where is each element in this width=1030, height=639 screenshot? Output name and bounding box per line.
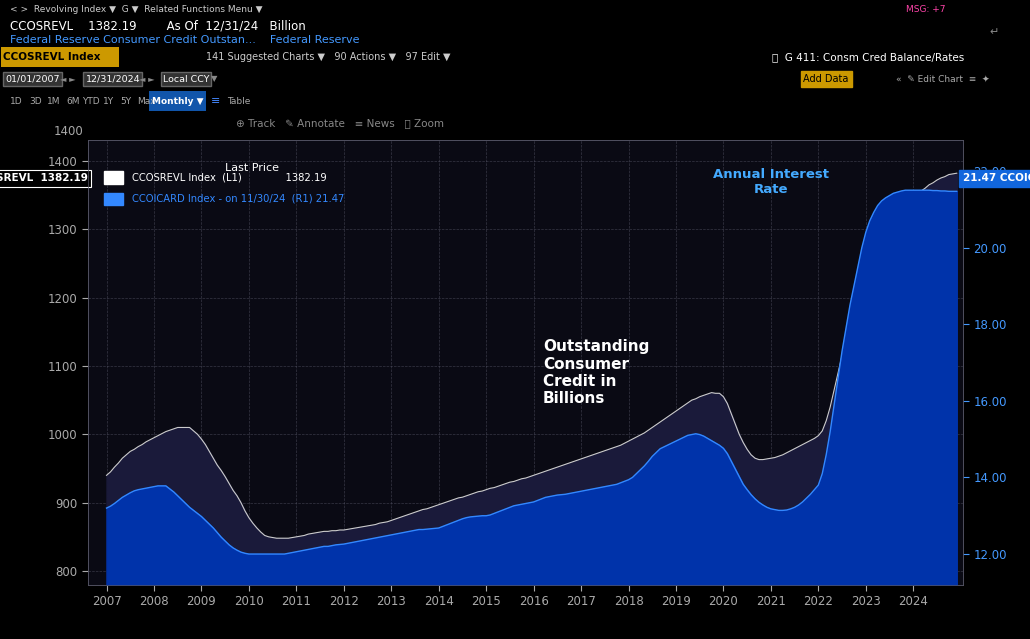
Text: 5Y: 5Y (121, 96, 132, 105)
Text: 3D: 3D (29, 96, 41, 105)
Text: 1M: 1M (47, 96, 61, 105)
Text: Max: Max (137, 96, 156, 105)
Text: Table: Table (227, 96, 250, 105)
Text: Local CCY: Local CCY (163, 75, 209, 84)
Text: Add Data: Add Data (803, 74, 849, 84)
FancyBboxPatch shape (1, 47, 119, 67)
Text: 141 Suggested Charts ▼   90 Actions ▼   97 Edit ▼: 141 Suggested Charts ▼ 90 Actions ▼ 97 E… (206, 52, 450, 62)
Text: ⊕ Track   ✎ Annotate   ≡ News   🔍 Zoom: ⊕ Track ✎ Annotate ≡ News 🔍 Zoom (236, 118, 444, 128)
Text: CCOSREVL Index  (L1)              1382.19: CCOSREVL Index (L1) 1382.19 (132, 173, 327, 183)
Text: «  ✎ Edit Chart  ≡  ✦: « ✎ Edit Chart ≡ ✦ (896, 75, 990, 84)
Text: CCOSREVL Index: CCOSREVL Index (3, 52, 101, 62)
Text: 1Y: 1Y (103, 96, 114, 105)
Text: Annual Interest
Rate: Annual Interest Rate (713, 167, 829, 196)
Bar (104, 192, 123, 205)
Text: Monthly ▼: Monthly ▼ (152, 96, 204, 105)
Text: 1D: 1D (10, 96, 23, 105)
Text: ▼: ▼ (211, 75, 217, 84)
Text: YTD: YTD (82, 96, 100, 105)
Text: ⧉  G 411: Consm Cred Balance/Rates: ⧉ G 411: Consm Cred Balance/Rates (772, 52, 965, 62)
Text: MSG: +7: MSG: +7 (906, 4, 946, 13)
Text: ◄ ►: ◄ ► (139, 75, 154, 84)
Text: 12/31/2024: 12/31/2024 (85, 75, 140, 84)
Text: 21.47 CCOICARD: 21.47 CCOICARD (963, 173, 1030, 183)
Bar (104, 171, 123, 184)
Text: ↵: ↵ (990, 27, 999, 37)
Text: ◄ ►: ◄ ► (60, 75, 75, 84)
Text: 6M: 6M (66, 96, 79, 105)
Text: CCOICARD Index - on 11/30/24  (R1) 21.47: CCOICARD Index - on 11/30/24 (R1) 21.47 (132, 194, 344, 204)
Text: Last Price: Last Price (226, 164, 279, 173)
Text: 1400: 1400 (54, 125, 83, 138)
Text: Federal Reserve Consumer Credit Outstan...    Federal Reserve: Federal Reserve Consumer Credit Outstan.… (10, 35, 359, 45)
Text: CCOSREVL  1382.19: CCOSREVL 1382.19 (0, 173, 88, 183)
Text: < >  Revolving Index ▼  G ▼  Related Functions Menu ▼: < > Revolving Index ▼ G ▼ Related Functi… (10, 4, 263, 13)
Text: CCOSREVL    1382.19        As Of  12/31/24   Billion: CCOSREVL 1382.19 As Of 12/31/24 Billion (10, 19, 306, 33)
Text: ≡: ≡ (211, 96, 220, 106)
Text: Outstanding
Consumer
Credit in
Billions: Outstanding Consumer Credit in Billions (543, 339, 650, 406)
Text: 01/01/2007: 01/01/2007 (5, 75, 60, 84)
FancyBboxPatch shape (149, 91, 206, 111)
